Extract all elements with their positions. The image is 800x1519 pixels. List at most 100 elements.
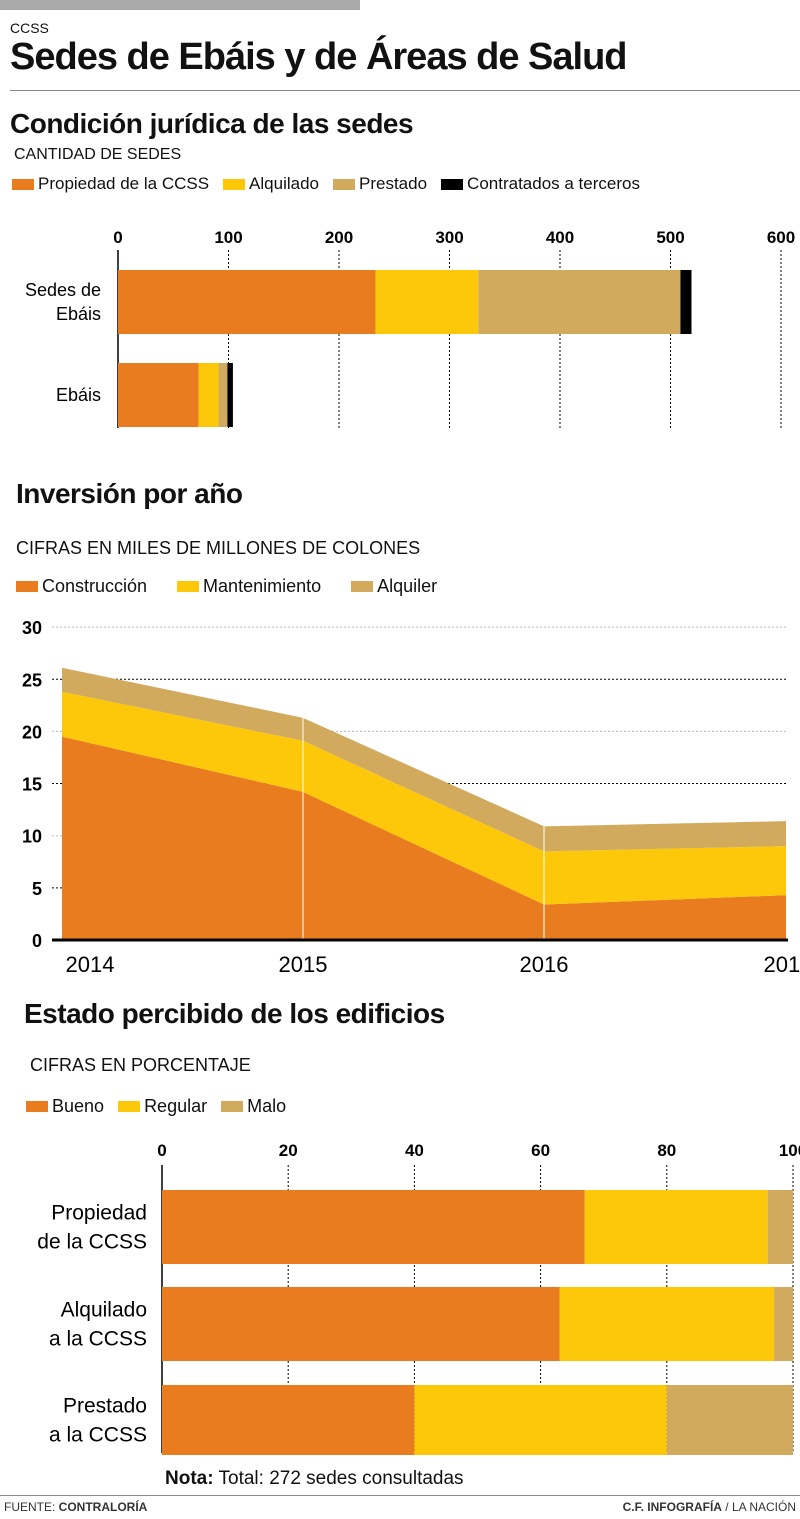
legend-swatch	[26, 1101, 48, 1112]
category-label: de la CCSS	[37, 1231, 147, 1254]
footer-credit: C.F. INFOGRAFÍA / LA NACIÓN	[623, 1500, 796, 1514]
chart3-title: Estado percibido de los edificios	[24, 998, 445, 1029]
legend-item: Propiedad de la CCSS	[12, 174, 209, 194]
x-tick-label: 100	[214, 228, 242, 247]
credit-outlet: / LA NACIÓN	[721, 1500, 796, 1514]
legend-item: Alquilado	[223, 174, 319, 194]
divider	[10, 90, 800, 91]
legend-item: Construcción	[16, 576, 147, 597]
bar-segment	[774, 1287, 793, 1361]
bar-segment	[118, 270, 376, 334]
chart2-svg: 0 5 10 15 20 25 30 2014 2015 2016 2017	[22, 618, 800, 977]
legend-swatch	[118, 1101, 141, 1112]
legend-label: Malo	[247, 1096, 287, 1116]
chart3-svg: 0 20 40 60 80 100 Propiedad de la CCSS Alquilado…	[37, 1141, 800, 1455]
source: CONTRALORÍA	[58, 1500, 148, 1514]
legend-label: Contratados a terceros	[467, 174, 640, 193]
x-tick-label: 20	[279, 1141, 298, 1160]
bar-segment	[666, 1385, 793, 1455]
x-tick-label: 100	[779, 1141, 800, 1160]
legend-item: Contratados a terceros	[441, 174, 640, 194]
chart1-svg: 0 100 200 300 400 500 600 Sedes de Ebáis Ebáis	[25, 228, 795, 428]
note-label: Nota:	[165, 1468, 214, 1489]
bar-segment	[559, 1287, 775, 1361]
bar-segment	[414, 1385, 667, 1455]
legend-label: Construcción	[42, 576, 148, 596]
y-tick-label: 10	[22, 827, 42, 847]
chart3-legend: Bueno Regular Malo	[26, 1096, 286, 1117]
x-tick-label: 500	[656, 228, 684, 247]
x-tick-label: 300	[435, 228, 463, 247]
x-tick-label: 2017	[764, 952, 800, 977]
category-label: Ebáis	[56, 385, 101, 405]
kicker: CCSS	[10, 20, 49, 36]
chart1-title: Condición jurídica de las sedes	[10, 108, 414, 139]
y-tick-label: 20	[22, 722, 42, 742]
page-title: Sedes de Ebáis y de Áreas de Salud	[10, 36, 628, 78]
legend-item: Mantenimiento	[177, 576, 321, 597]
x-tick-label: 2015	[279, 952, 328, 977]
chart2-title: Inversión por año	[16, 478, 243, 509]
legend-label: Mantenimiento	[203, 576, 322, 596]
bar-segment	[218, 363, 228, 427]
legend-item: Malo	[221, 1096, 286, 1117]
legend-swatch	[12, 178, 34, 190]
area-series	[62, 667, 786, 852]
bar-segment	[478, 270, 681, 334]
legend-swatch	[441, 178, 464, 190]
legend-label: Bueno	[52, 1096, 105, 1116]
bar-segment	[118, 363, 199, 427]
legend-swatch	[223, 178, 246, 190]
x-tick-label: 400	[546, 228, 574, 247]
category-label: Prestado	[63, 1395, 147, 1418]
legend-label: Propiedad de la CCSS	[38, 174, 210, 193]
bar-segment	[767, 1190, 793, 1264]
y-tick-label: 15	[22, 775, 42, 795]
legend-label: Alquilado	[249, 174, 319, 193]
bar-segment	[375, 270, 479, 334]
bar-segment	[227, 363, 233, 427]
category-label: a la CCSS	[49, 1328, 147, 1351]
legend-swatch	[351, 581, 374, 592]
y-tick-label: 25	[22, 670, 42, 690]
legend-swatch	[333, 178, 355, 190]
chart2-subtitle: CIFRAS EN MILES DE MILLONES DE COLONES	[16, 538, 421, 558]
legend-item: Alquiler	[351, 576, 437, 597]
y-tick-label: 0	[32, 931, 42, 951]
legend-label: Regular	[144, 1096, 208, 1116]
x-tick-label: 2016	[520, 952, 569, 977]
y-tick-label: 30	[22, 618, 42, 638]
bar-segment	[680, 270, 692, 334]
bar-segment	[162, 1287, 560, 1361]
category-label: a la CCSS	[49, 1424, 147, 1447]
chart1-legend: Propiedad de la CCSS Alquilado Prestado Con…	[12, 174, 640, 194]
x-tick-label: 40	[405, 1141, 424, 1160]
credit: C.F. INFOGRAFÍA	[622, 1500, 722, 1514]
footer-source: FUENTE: CONTRALORÍA	[4, 1500, 147, 1514]
category-label: Alquilado	[61, 1299, 147, 1322]
source-label: FUENTE:	[4, 1500, 59, 1514]
footer-divider	[0, 1495, 800, 1496]
chart3-subtitle: CIFRAS EN PORCENTAJE	[30, 1055, 251, 1075]
legend-label: Prestado	[359, 174, 428, 193]
x-tick-label: 600	[767, 228, 795, 247]
x-tick-label: 200	[325, 228, 353, 247]
legend-swatch	[177, 581, 200, 592]
note: Nota: Total: 272 sedes consultadas	[165, 1468, 464, 1490]
bar-segment	[198, 363, 219, 427]
bar-segment	[162, 1190, 585, 1264]
x-tick-label: 0	[157, 1141, 166, 1160]
legend-swatch	[221, 1101, 244, 1112]
x-tick-label: 0	[113, 228, 122, 247]
legend-item: Prestado	[333, 174, 427, 194]
y-tick-label: 5	[32, 879, 42, 899]
x-tick-label: 2014	[66, 952, 115, 977]
note-text: Total: 272 sedes consultadas	[213, 1468, 464, 1489]
legend-label: Alquiler	[377, 576, 438, 596]
top-bar	[0, 0, 360, 10]
x-tick-label: 60	[531, 1141, 550, 1160]
legend-swatch	[16, 581, 38, 592]
category-label: Propiedad	[51, 1202, 147, 1225]
category-label: Sedes de	[25, 280, 101, 300]
